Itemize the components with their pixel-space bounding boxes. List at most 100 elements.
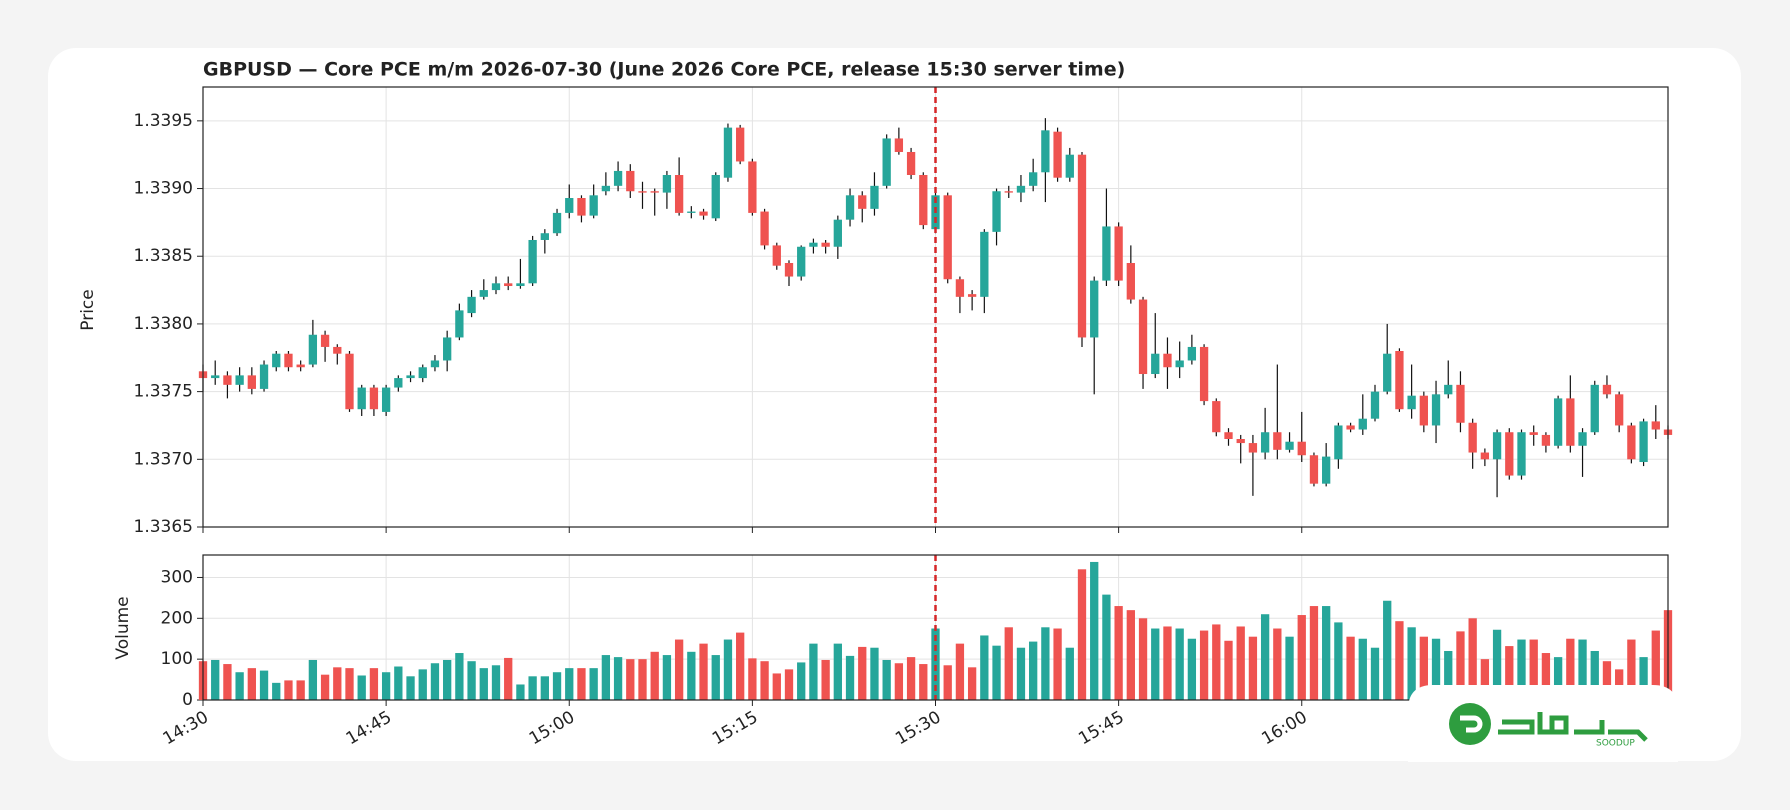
candle-body	[1053, 131, 1062, 178]
volume-bar	[1517, 639, 1526, 700]
volume-bar	[1602, 661, 1612, 700]
candle-body	[1553, 398, 1563, 446]
candle-body	[601, 185, 611, 192]
volume-bar	[1444, 650, 1453, 700]
volume-bar	[565, 668, 574, 700]
volume-bar	[1004, 627, 1013, 700]
candle-body	[1151, 353, 1160, 375]
volume-axis-label: Volume	[113, 596, 133, 659]
candle-body	[748, 161, 757, 213]
volume-bar	[455, 653, 464, 700]
volume-bar	[1358, 638, 1367, 700]
volume-bar	[967, 667, 977, 700]
volume-bar	[1651, 630, 1660, 700]
volume-bar	[845, 655, 855, 700]
candle-body	[1273, 432, 1282, 450]
volume-bar	[674, 639, 684, 700]
volume-bar	[211, 659, 220, 700]
volume-bar	[1236, 626, 1245, 700]
volume-bar	[1492, 629, 1502, 700]
volume-bar	[699, 643, 708, 700]
plot: 1.3365 1.3370 1.3375 1.3380 1.3385 1.3390 1.33…	[134, 86, 1673, 749]
volume-bar	[1639, 657, 1648, 700]
volume-bar	[1627, 639, 1636, 700]
candle-body	[272, 353, 281, 368]
logo-box	[1408, 685, 1678, 762]
volume-bar	[1273, 628, 1282, 700]
candle-body	[1615, 394, 1624, 426]
candle-body	[406, 375, 415, 379]
volume-bar	[345, 668, 354, 700]
candle-body	[1029, 172, 1038, 186]
volume-bar	[528, 676, 537, 700]
volume-bar	[1016, 647, 1026, 700]
volume-tick-label: 200	[161, 608, 193, 628]
candle-body	[589, 195, 598, 216]
volume-bar	[955, 643, 965, 700]
candle-body	[1260, 432, 1270, 453]
candle-body	[1138, 299, 1148, 375]
volume-bar	[833, 643, 842, 700]
volume-bar	[1114, 606, 1123, 700]
volume-bar	[1383, 600, 1392, 700]
volume-tick-label: 300	[161, 567, 193, 587]
volume-bar	[1187, 638, 1197, 700]
candle-body	[1175, 360, 1184, 368]
candle-body	[1431, 394, 1441, 426]
candle-body	[381, 387, 391, 412]
volume-bar	[430, 663, 440, 700]
volume-bar	[943, 665, 952, 700]
candle-body	[809, 242, 818, 247]
volume-bar	[662, 655, 672, 700]
candle-body	[650, 191, 659, 193]
candle-body	[1090, 280, 1099, 338]
volume-bar	[1199, 630, 1209, 700]
volume-bar	[223, 664, 232, 700]
candle-body	[1651, 421, 1660, 430]
candle-body	[760, 211, 769, 246]
candle-body	[882, 138, 891, 186]
candle-body	[1297, 441, 1306, 456]
candle-body	[284, 353, 293, 368]
candle-body	[1468, 422, 1477, 453]
logo-text: SOODUP	[1596, 739, 1635, 749]
candle-body	[223, 375, 232, 385]
candle-body	[320, 334, 330, 347]
candle-body	[552, 212, 562, 234]
volume-bar	[589, 668, 598, 700]
volume-bar	[1407, 627, 1416, 700]
volume-bar	[1053, 628, 1062, 700]
y-tick-label: 1.3395	[134, 111, 193, 131]
volume-bar	[1041, 627, 1050, 700]
candle-body	[1505, 432, 1514, 476]
candle-body	[1444, 384, 1453, 395]
volume-bar	[858, 646, 867, 700]
volume-bar	[1334, 622, 1343, 700]
candle-body	[418, 367, 427, 379]
candle-body	[845, 195, 855, 220]
candle-body	[1212, 401, 1221, 433]
candle-body	[211, 375, 220, 379]
candle-body	[1456, 384, 1465, 423]
candle-body	[1248, 443, 1258, 453]
candle-body	[626, 170, 635, 192]
candle-body	[540, 233, 549, 240]
card	[48, 48, 1741, 761]
volume-bar	[760, 661, 769, 700]
volume-bar	[1309, 606, 1319, 700]
candle-body	[1407, 395, 1416, 410]
candle-body	[674, 175, 684, 213]
volume-bar	[406, 676, 415, 700]
volume-bar	[1615, 669, 1624, 700]
candle-body	[357, 387, 366, 410]
candle-body	[797, 246, 806, 277]
volume-bar	[1590, 650, 1599, 700]
volume-bar	[894, 663, 904, 700]
candle-body	[491, 283, 501, 291]
logo-glyph	[1460, 715, 1483, 733]
volume-bar	[992, 645, 1001, 700]
volume-bar	[1566, 638, 1575, 700]
volume-bar	[369, 668, 379, 700]
candle-body	[906, 151, 916, 175]
candle-body	[858, 195, 867, 209]
